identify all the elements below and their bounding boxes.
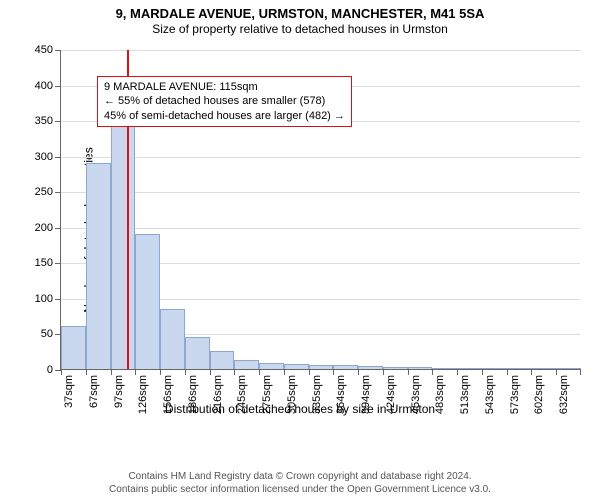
x-tick	[61, 369, 62, 375]
histogram-bar	[531, 368, 556, 369]
y-tick	[55, 228, 61, 229]
footer-line: Contains HM Land Registry data © Crown c…	[0, 470, 600, 483]
histogram-bar	[210, 351, 235, 369]
y-tick-label: 250	[35, 186, 53, 198]
grid-line	[61, 157, 580, 158]
y-tick-label: 100	[35, 293, 53, 305]
histogram-bar	[135, 234, 160, 369]
x-tick	[111, 369, 112, 375]
x-tick	[507, 369, 508, 375]
footer-line: Contains public sector information licen…	[0, 483, 600, 496]
y-tick-label: 400	[35, 80, 53, 92]
histogram-bar	[408, 367, 433, 369]
chart-area: Number of detached properties 0501001502…	[0, 40, 600, 420]
footer: Contains HM Land Registry data © Crown c…	[0, 470, 600, 496]
y-tick-label: 150	[35, 257, 53, 269]
x-tick	[284, 369, 285, 375]
histogram-bar	[482, 368, 507, 369]
y-tick	[55, 299, 61, 300]
histogram-bar	[234, 360, 259, 369]
y-tick	[55, 263, 61, 264]
x-tick	[210, 369, 211, 375]
annotation-line: 45% of semi-detached houses are larger (…	[104, 109, 345, 123]
y-tick-label: 0	[47, 364, 53, 376]
annotation-line: 9 MARDALE AVENUE: 115sqm	[104, 80, 345, 94]
x-axis-label: Distribution of detached houses by size …	[0, 402, 600, 416]
y-tick-label: 300	[35, 151, 53, 163]
y-tick	[55, 50, 61, 51]
y-tick-label: 350	[35, 115, 53, 127]
histogram-bar	[160, 309, 185, 369]
histogram-bar	[383, 367, 408, 369]
histogram-bar	[556, 368, 581, 369]
x-tick	[259, 369, 260, 375]
plot-area: 05010015020025030035040045037sqm67sqm97s…	[60, 50, 580, 370]
histogram-bar	[185, 337, 210, 369]
y-tick-label: 50	[41, 328, 53, 340]
x-tick	[580, 369, 581, 375]
y-tick	[55, 157, 61, 158]
grid-line	[61, 192, 580, 193]
y-tick	[55, 192, 61, 193]
y-tick	[55, 86, 61, 87]
histogram-bar	[86, 163, 111, 369]
histogram-bar	[507, 368, 532, 369]
x-tick	[358, 369, 359, 375]
x-tick	[408, 369, 409, 375]
histogram-bar	[333, 365, 358, 369]
histogram-bar	[309, 365, 334, 369]
y-tick	[55, 121, 61, 122]
annotation-box: 9 MARDALE AVENUE: 115sqm ← 55% of detach…	[97, 76, 352, 127]
histogram-bar	[61, 326, 86, 369]
y-tick-label: 200	[35, 222, 53, 234]
chart-title: 9, MARDALE AVENUE, URMSTON, MANCHESTER, …	[0, 6, 600, 22]
y-tick-label: 450	[35, 44, 53, 56]
x-tick	[160, 369, 161, 375]
annotation-line: ← 55% of detached houses are smaller (57…	[104, 94, 345, 108]
x-tick	[309, 369, 310, 375]
x-tick	[383, 369, 384, 375]
histogram-bar	[358, 366, 383, 369]
histogram-bar	[111, 117, 136, 369]
x-tick	[482, 369, 483, 375]
grid-line	[61, 50, 580, 51]
grid-line	[61, 228, 580, 229]
histogram-bar	[284, 364, 309, 369]
x-tick	[86, 369, 87, 375]
chart-subtitle: Size of property relative to detached ho…	[0, 22, 600, 37]
histogram-bar	[259, 363, 284, 369]
histogram-bar	[432, 368, 457, 369]
histogram-bar	[457, 368, 482, 369]
x-tick	[185, 369, 186, 375]
